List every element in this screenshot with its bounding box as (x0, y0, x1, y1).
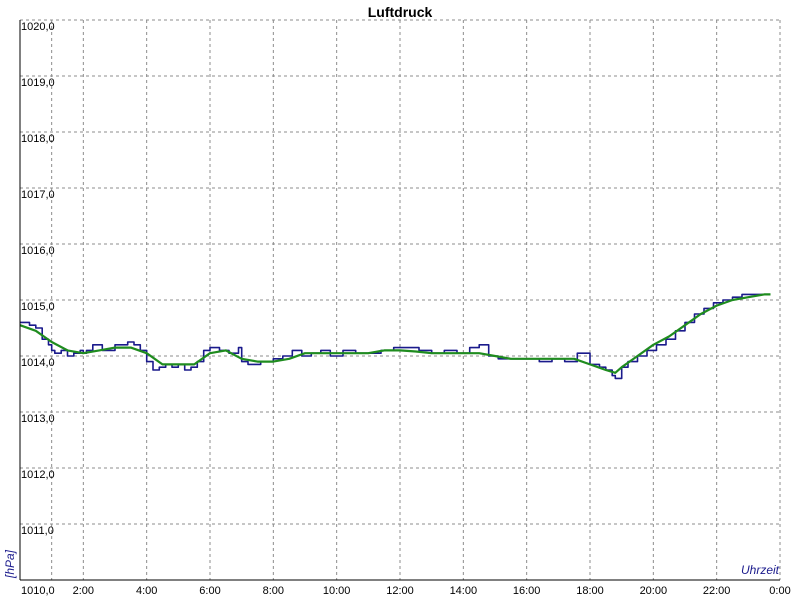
x-tick-label: 20:00 (640, 585, 668, 597)
grid (20, 19, 781, 580)
chart-title: Luftdruck (368, 4, 433, 20)
x-tick-label: 16:00 (513, 585, 541, 597)
x-tick-label: 18:00 (576, 585, 604, 597)
x-tick-label: 2:00 (73, 585, 94, 597)
y-tick-label: 1014,0 (21, 357, 55, 369)
tick-labels: 1010,0 1011,0 1012,0 1013,0 1014,0 1015,0 1016… (21, 21, 791, 597)
y-axis-label: [hPa] (3, 549, 17, 579)
x-tick-label: 22:00 (703, 585, 731, 597)
x-tick-label: 0:00 (769, 585, 790, 597)
y-tick-label: 1020,0 (21, 21, 55, 33)
y-tick-label: 1013,0 (21, 413, 55, 425)
x-tick-label: 12:00 (386, 585, 414, 597)
y-tick-label: 1018,0 (21, 133, 55, 145)
series-raw-line (20, 293, 771, 380)
x-tick-label: 14:00 (450, 585, 478, 597)
y-tick-label: 1015,0 (21, 301, 55, 313)
series-lines (19, 293, 771, 380)
x-tick-label: 4:00 (136, 585, 157, 597)
x-tick-label: 6:00 (199, 585, 220, 597)
x-axis-label: Uhrzeit (741, 563, 780, 577)
y-tick-label: 1012,0 (21, 469, 55, 481)
series-smooth-line (19, 293, 771, 374)
y-tick-label: 1011,0 (21, 525, 54, 537)
y-tick-label: 1019,0 (21, 77, 55, 89)
y-tick-label: 1016,0 (21, 245, 55, 257)
x-tick-label: 8:00 (263, 585, 284, 597)
y-tick-label: 1010,0 (21, 585, 55, 597)
x-tick-label: 10:00 (323, 585, 351, 597)
y-tick-label: 1017,0 (21, 189, 55, 201)
